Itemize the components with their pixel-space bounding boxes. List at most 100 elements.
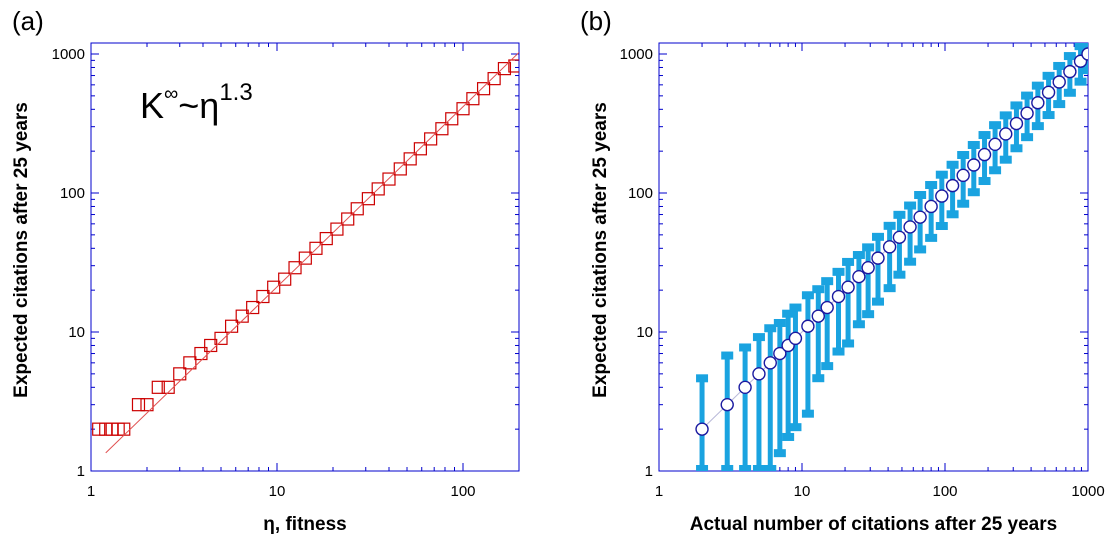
data-point bbox=[935, 189, 949, 203]
error-cap-top bbox=[696, 374, 709, 383]
error-cap-top bbox=[893, 210, 906, 219]
data-point bbox=[695, 422, 709, 436]
data-point bbox=[298, 251, 312, 265]
error-cap-top bbox=[989, 121, 1002, 130]
data-point bbox=[811, 309, 825, 323]
fit-line bbox=[105, 52, 519, 454]
error-cap-bottom bbox=[782, 432, 795, 441]
data-point bbox=[487, 72, 501, 86]
error-cap-bottom bbox=[721, 465, 734, 471]
error-cap-top bbox=[957, 151, 970, 160]
panel-b-x-axis-title: Actual number of citations after 25 year… bbox=[690, 514, 1057, 535]
data-point bbox=[194, 346, 208, 361]
data-point bbox=[1052, 75, 1066, 89]
data-point bbox=[1009, 116, 1024, 131]
data-point bbox=[841, 280, 855, 294]
data-point bbox=[151, 380, 165, 394]
annotation-sup2: 1.3 bbox=[219, 79, 252, 106]
error-cap-bottom bbox=[789, 423, 802, 432]
error-cap-bottom bbox=[904, 257, 917, 266]
error-cap-bottom bbox=[1042, 111, 1055, 120]
error-cap-top bbox=[842, 257, 855, 266]
error-cap-top bbox=[1053, 61, 1066, 70]
error-cap-bottom bbox=[999, 155, 1012, 164]
error-cap-bottom bbox=[1053, 100, 1066, 109]
data-point bbox=[161, 380, 175, 394]
data-point bbox=[371, 182, 385, 196]
error-cap-bottom bbox=[832, 347, 845, 356]
data-point bbox=[246, 300, 260, 315]
error-cap-bottom bbox=[1021, 133, 1034, 142]
error-cap-bottom bbox=[989, 166, 1002, 175]
data-point bbox=[330, 222, 344, 236]
error-cap-bottom bbox=[821, 362, 834, 371]
data-point bbox=[1041, 85, 1056, 100]
error-cap-top bbox=[925, 181, 938, 190]
error-cap-bottom bbox=[1063, 88, 1076, 97]
error-cap-top bbox=[862, 243, 875, 252]
error-cap-bottom bbox=[1010, 144, 1023, 153]
data-point bbox=[924, 199, 938, 214]
error-cap-top bbox=[773, 318, 786, 327]
panel-b-x-tick-label: 10 bbox=[794, 483, 811, 500]
error-cap-top bbox=[1063, 52, 1076, 61]
panel-b-y-tick-label: 10 bbox=[636, 324, 653, 341]
data-point bbox=[393, 162, 407, 176]
panel-b-y-tick-label: 1 bbox=[645, 463, 653, 480]
error-cap-top bbox=[764, 324, 777, 333]
data-point bbox=[214, 331, 228, 345]
error-cap-top bbox=[801, 291, 814, 300]
data-point bbox=[988, 137, 1002, 152]
error-cap-bottom bbox=[946, 210, 959, 219]
error-cap-bottom bbox=[925, 233, 938, 242]
panel-b-y-axis-title: Expected citations after 25 years bbox=[590, 102, 611, 398]
data-point bbox=[341, 212, 355, 226]
error-cap-top bbox=[1074, 43, 1087, 51]
data-point bbox=[224, 319, 239, 333]
error-cap-top bbox=[812, 285, 825, 294]
panel-b-y-tick-label: 100 bbox=[628, 185, 653, 202]
error-cap-bottom bbox=[812, 374, 825, 383]
data-point bbox=[967, 158, 981, 172]
data-point bbox=[278, 272, 292, 286]
panel-a-y-axis-title: Expected citations after 25 years bbox=[11, 102, 32, 398]
panel-b-x-tick-label: 1000 bbox=[1071, 483, 1104, 500]
error-cap-bottom bbox=[978, 177, 991, 186]
panel-a-plot-area bbox=[92, 52, 519, 454]
error-cap-bottom bbox=[883, 284, 896, 293]
annotation-base: K bbox=[140, 85, 164, 126]
error-cap-bottom bbox=[872, 297, 885, 306]
data-point bbox=[361, 192, 375, 206]
data-point bbox=[720, 397, 734, 412]
error-cap-top bbox=[1021, 91, 1034, 100]
data-point bbox=[773, 346, 787, 361]
error-cap-bottom bbox=[852, 320, 865, 329]
data-point bbox=[183, 356, 197, 370]
data-point bbox=[319, 231, 333, 246]
data-point bbox=[752, 367, 766, 381]
data-point bbox=[309, 241, 323, 255]
error-cap-bottom bbox=[893, 270, 906, 279]
error-cap-bottom bbox=[801, 409, 814, 418]
data-point bbox=[999, 127, 1013, 141]
panel-a-x-tick-label: 100 bbox=[450, 483, 475, 500]
data-point bbox=[801, 319, 815, 333]
data-point bbox=[977, 147, 992, 162]
error-cap-top bbox=[883, 221, 896, 230]
data-point bbox=[738, 380, 752, 395]
data-point bbox=[445, 112, 459, 126]
data-point bbox=[956, 168, 970, 183]
error-cap-bottom bbox=[935, 222, 948, 231]
error-cap-top bbox=[1042, 71, 1055, 80]
panel-b-y-tick-label: 1000 bbox=[620, 46, 653, 63]
data-point bbox=[173, 367, 187, 381]
data-point bbox=[413, 142, 427, 156]
data-point bbox=[466, 92, 480, 106]
error-cap-top bbox=[752, 333, 765, 342]
data-point bbox=[1081, 47, 1088, 61]
error-cap-top bbox=[914, 191, 927, 200]
data-point bbox=[476, 82, 491, 96]
error-cap-top bbox=[999, 111, 1012, 120]
panel-b-x-tick-label: 100 bbox=[932, 483, 957, 500]
